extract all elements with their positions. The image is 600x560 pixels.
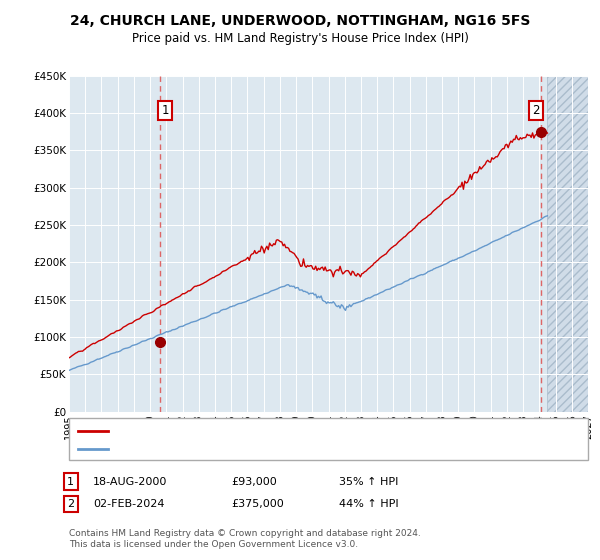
Text: 1: 1 xyxy=(67,477,74,487)
Text: Contains HM Land Registry data © Crown copyright and database right 2024.
This d: Contains HM Land Registry data © Crown c… xyxy=(69,529,421,549)
Text: Price paid vs. HM Land Registry's House Price Index (HPI): Price paid vs. HM Land Registry's House … xyxy=(131,32,469,45)
Text: 35% ↑ HPI: 35% ↑ HPI xyxy=(339,477,398,487)
Text: 24, CHURCH LANE, UNDERWOOD, NOTTINGHAM, NG16 5FS: 24, CHURCH LANE, UNDERWOOD, NOTTINGHAM, … xyxy=(70,14,530,28)
Text: 18-AUG-2000: 18-AUG-2000 xyxy=(93,477,167,487)
Text: £93,000: £93,000 xyxy=(231,477,277,487)
Text: 2: 2 xyxy=(67,499,74,509)
Text: 44% ↑ HPI: 44% ↑ HPI xyxy=(339,499,398,509)
Text: 02-FEB-2024: 02-FEB-2024 xyxy=(93,499,164,509)
Text: HPI: Average price, detached house, Ashfield: HPI: Average price, detached house, Ashf… xyxy=(114,444,334,454)
Bar xyxy=(547,76,588,412)
Text: 24, CHURCH LANE, UNDERWOOD, NOTTINGHAM, NG16 5FS (detached house): 24, CHURCH LANE, UNDERWOOD, NOTTINGHAM, … xyxy=(114,426,493,436)
Text: 1: 1 xyxy=(161,104,169,118)
Text: £375,000: £375,000 xyxy=(231,499,284,509)
Text: 2: 2 xyxy=(532,104,539,118)
